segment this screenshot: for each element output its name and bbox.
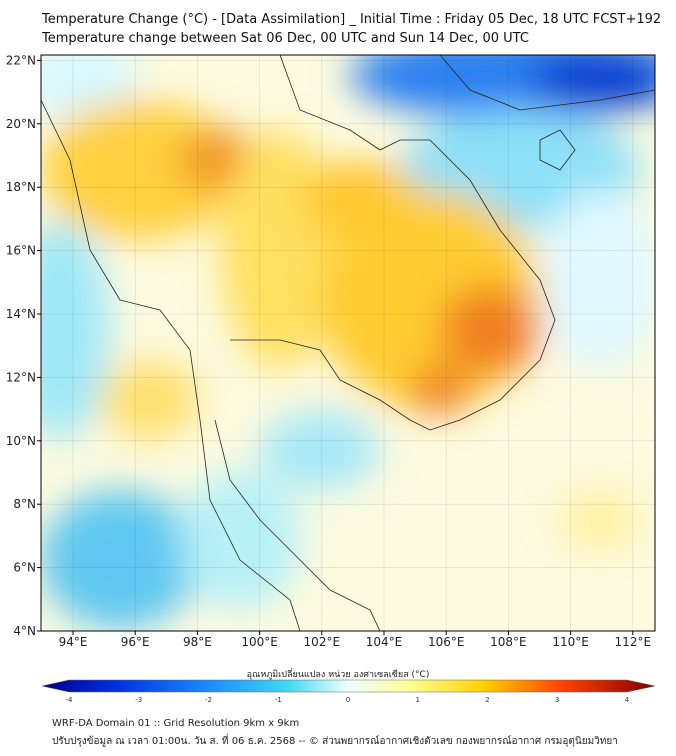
footer-update-info: ปรับปรุงข้อมูล ณ เวลา 01:00น. วัน ส. ที่… (52, 736, 618, 747)
colorbar-tick-label: 1 (416, 696, 420, 704)
colorbar-tick-label: 0 (346, 696, 350, 704)
coastlines (41, 55, 655, 631)
lat-tick-label: 18°N (6, 180, 36, 194)
lon-tick-label: 100°E (241, 635, 278, 649)
map-field (41, 55, 655, 631)
lon-tick-label: 98°E (183, 635, 212, 649)
lat-tick-label: 22°N (6, 53, 36, 67)
colorbar-tick-label: 3 (555, 696, 559, 704)
lat-tick-label: 12°N (6, 370, 36, 384)
map-title: Temperature Change (°C) - [Data Assimila… (42, 12, 662, 27)
lon-tick-label: 108°E (490, 635, 527, 649)
lon-tick-label: 96°E (121, 635, 150, 649)
lon-tick-label: 106°E (428, 635, 465, 649)
lon-tick-label: 112°E (615, 635, 652, 649)
colorbar-tick-label: 4 (625, 696, 630, 704)
colorbar-tick-label: -1 (275, 696, 282, 704)
lat-tick-label: 20°N (6, 117, 36, 131)
colorbar-tick-label: -4 (66, 696, 74, 704)
colorbar-label: อุณหภูมิเปลี่ยนแปลง หน่วย องศาเซลเซียส (… (246, 670, 430, 680)
map-subtitle: Temperature change between Sat 06 Dec, 0… (42, 31, 529, 46)
lat-tick-label: 16°N (6, 244, 36, 258)
colorbar (41, 679, 656, 693)
lat-tick-label: 10°N (6, 434, 36, 448)
footer-model-info: WRF-DA Domain 01 :: Grid Resolution 9km … (52, 718, 300, 729)
lat-tick-label: 8°N (13, 497, 36, 511)
lat-tick-label: 4°N (13, 624, 36, 638)
lat-tick-label: 14°N (6, 307, 36, 321)
colorbar-tick-label: -3 (135, 696, 142, 704)
colorbar-tick-label: 2 (485, 696, 489, 704)
lat-tick-label: 6°N (13, 561, 36, 575)
lon-tick-label: 110°E (552, 635, 589, 649)
colorbar-tick-label: -2 (205, 696, 212, 704)
map-frame (40, 54, 656, 632)
lon-tick-label: 104°E (366, 635, 403, 649)
lon-tick-label: 94°E (59, 635, 88, 649)
lon-tick-label: 102°E (304, 635, 341, 649)
